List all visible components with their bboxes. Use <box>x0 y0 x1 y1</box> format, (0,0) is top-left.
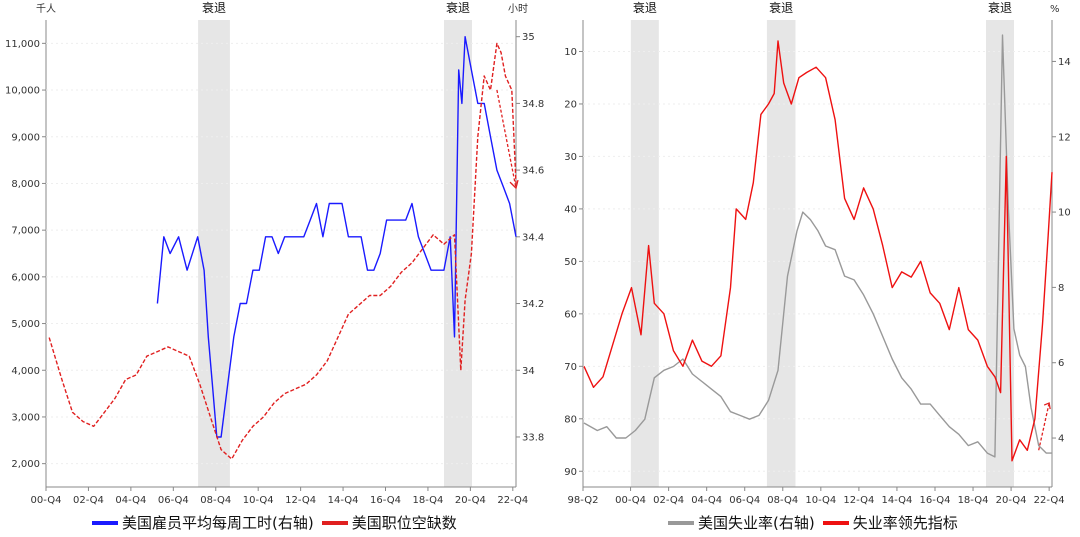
x-tick-label: 10-Q4 <box>805 495 836 506</box>
left-tick-label: 6,000 <box>11 272 40 283</box>
trend-arrow-head <box>1043 402 1051 410</box>
right-tick-label: 34 <box>522 366 535 377</box>
series-line-1 <box>48 42 517 460</box>
legend-label-leading: 失业率领先指标 <box>852 514 958 532</box>
legend-swatch-gray <box>668 520 694 525</box>
series-line-1 <box>583 40 1053 462</box>
left-tick-label: 90 <box>564 467 577 478</box>
legend-swatch-red2 <box>822 520 849 525</box>
x-tick-label: 14-Q4 <box>881 495 912 506</box>
x-tick-label: 14-Q4 <box>328 495 359 506</box>
x-tick-label: 20-Q4 <box>996 495 1027 506</box>
left-tick-label: 80 <box>564 414 577 425</box>
x-tick-label: 08-Q4 <box>200 495 231 506</box>
trend-arrow-head <box>509 179 519 190</box>
recession-label: 衰退 <box>769 0 793 15</box>
left-tick-label: 20 <box>564 99 577 110</box>
recession-band <box>630 20 659 487</box>
x-tick-label: 16-Q4 <box>370 495 401 506</box>
left-tick-label: 11,000 <box>5 39 40 50</box>
right-tick-label: 34.2 <box>522 299 544 310</box>
series-line-0 <box>583 34 1052 458</box>
right-tick-label: 6 <box>1058 358 1064 369</box>
recession-band <box>985 20 1014 487</box>
x-tick-label: 00-Q4 <box>615 495 646 506</box>
x-tick-label: 12-Q4 <box>285 495 316 506</box>
right-tick-label: 10 <box>1058 208 1071 219</box>
left-axis-unit: 千人 <box>36 3 56 15</box>
x-tick-label: 16-Q4 <box>920 495 951 506</box>
left-tick-label: 7,000 <box>11 226 40 237</box>
series-line-0 <box>156 36 517 438</box>
x-tick-label: 18-Q4 <box>412 495 443 506</box>
x-tick-label: 12-Q4 <box>843 495 874 506</box>
right-axis-unit: 小时 <box>508 3 528 15</box>
x-tick-label: 04-Q4 <box>115 495 146 506</box>
x-tick-label: 00-Q4 <box>31 495 62 506</box>
right-tick-label: 12 <box>1058 132 1071 143</box>
left-tick-label: 3,000 <box>11 412 40 423</box>
right-axis-unit: % <box>1050 4 1060 15</box>
right-tick-label: 34.6 <box>522 166 544 177</box>
recession-label: 衰退 <box>446 0 470 15</box>
left-tick-label: 2,000 <box>11 459 40 470</box>
chart-right: 衰退 衰退 衰退 10 20 30 40 50 60 70 80 90 4 6 8 10 12 14 98-Q2 00… <box>564 0 1070 506</box>
legend-swatch-red <box>321 520 348 525</box>
legend-left: 美国雇员平均每周工时(右轴) 美国职位空缺数 <box>92 512 457 533</box>
legend-label-hours: 美国雇员平均每周工时(右轴) <box>122 514 314 532</box>
x-tick-label: 98-Q2 <box>568 495 599 506</box>
right-tick-label: 14 <box>1058 57 1071 68</box>
x-tick-label: 10-Q4 <box>243 495 274 506</box>
left-tick-label: 9,000 <box>11 132 40 143</box>
x-tick-label: 22-Q4 <box>497 495 528 506</box>
left-tick-label: 40 <box>564 204 577 215</box>
legend-swatch-blue <box>92 520 118 525</box>
left-tick-label: 60 <box>564 309 577 320</box>
trend-arrow-line <box>1038 402 1050 451</box>
right-tick-label: 34.8 <box>522 99 544 110</box>
right-tick-label: 4 <box>1058 434 1064 445</box>
left-tick-label: 4,000 <box>11 366 40 377</box>
left-tick-label: 50 <box>564 257 577 268</box>
x-tick-label: 06-Q4 <box>158 495 189 506</box>
left-tick-label: 8,000 <box>11 179 40 190</box>
legend-label-unemployment: 美国失业率(右轴) <box>698 514 815 532</box>
right-tick-label: 33.8 <box>522 432 544 443</box>
chart-left: 衰退 衰退 2,000 3,000 4,000 5,000 6,000 7,000 8,000 9… <box>5 0 544 506</box>
x-tick-label: 04-Q4 <box>691 495 722 506</box>
left-tick-label: 5,000 <box>11 319 40 330</box>
x-tick-label: 02-Q4 <box>653 495 684 506</box>
recession-label: 衰退 <box>633 0 657 15</box>
x-tick-label: 02-Q4 <box>73 495 104 506</box>
legend-label-openings: 美国职位空缺数 <box>351 514 457 532</box>
recession-band <box>766 20 796 487</box>
trend-arrow-line <box>496 89 517 189</box>
recession-label: 衰退 <box>988 0 1012 15</box>
x-tick-label: 08-Q4 <box>767 495 798 506</box>
left-tick-label: 10 <box>564 47 577 58</box>
left-tick-label: 70 <box>564 362 577 373</box>
x-tick-label: 18-Q4 <box>958 495 989 506</box>
right-tick-label: 34.4 <box>522 232 544 243</box>
left-tick-label: 10,000 <box>5 86 40 97</box>
x-tick-label: 22-Q4 <box>1034 495 1065 506</box>
x-tick-label: 06-Q4 <box>729 495 760 506</box>
x-tick-label: 20-Q4 <box>455 495 486 506</box>
left-tick-label: 30 <box>564 152 577 163</box>
legend-right: 美国失业率(右轴) 失业率领先指标 <box>668 512 958 533</box>
right-tick-label: 35 <box>522 32 535 43</box>
right-tick-label: 8 <box>1058 283 1064 294</box>
recession-label: 衰退 <box>202 0 226 15</box>
